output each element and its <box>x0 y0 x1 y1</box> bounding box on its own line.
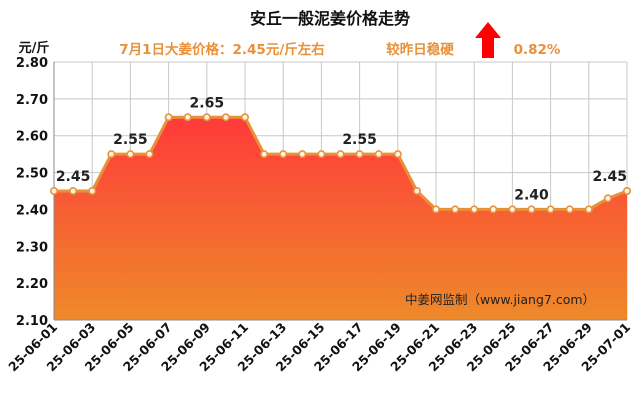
data-point <box>374 150 383 159</box>
data-label: 2.40 <box>514 187 549 203</box>
y-tick-label: 2.10 <box>16 314 48 329</box>
data-label: 2.55 <box>113 132 148 148</box>
y-tick-label: 2.80 <box>16 56 48 71</box>
data-point <box>412 187 421 196</box>
data-point <box>241 113 250 122</box>
data-point <box>126 150 135 159</box>
data-point <box>69 187 78 196</box>
chart-title: 安丘一般泥姜价格走势 <box>250 9 410 28</box>
data-point <box>622 187 631 196</box>
watermark: 中姜网监制（www.jiang7.com） <box>405 292 595 307</box>
data-point <box>470 205 479 214</box>
data-label: 2.45 <box>56 169 91 185</box>
y-axis-unit: 元/斤 <box>19 40 50 56</box>
price-area <box>54 117 627 321</box>
data-point <box>221 113 230 122</box>
data-point <box>164 113 173 122</box>
y-tick-label: 2.20 <box>16 277 48 292</box>
data-point <box>183 113 192 122</box>
chart-subtitle: 7月1日大姜价格：2.45元/斤左右 <box>119 41 325 58</box>
data-point <box>584 205 593 214</box>
data-point <box>336 150 345 159</box>
data-point <box>260 150 269 159</box>
y-tick-label: 2.30 <box>16 240 48 255</box>
data-point <box>355 150 364 159</box>
data-point <box>393 150 402 159</box>
data-point <box>451 205 460 214</box>
data-point <box>49 187 58 196</box>
data-point <box>431 205 440 214</box>
data-point <box>527 205 536 214</box>
data-point <box>202 113 211 122</box>
data-point <box>489 205 498 214</box>
data-point <box>317 150 326 159</box>
data-point <box>145 150 154 159</box>
data-point <box>88 187 97 196</box>
data-point <box>107 150 116 159</box>
up-arrow-icon <box>475 22 501 58</box>
data-point <box>546 205 555 214</box>
change-value: 0.82% <box>514 42 561 58</box>
change-text: 较昨日稳硬 <box>386 41 454 58</box>
y-tick-label: 2.40 <box>16 203 48 218</box>
data-label: 2.55 <box>342 132 377 148</box>
y-tick-label: 2.60 <box>16 130 48 145</box>
data-point <box>508 205 517 214</box>
data-label: 2.45 <box>592 169 627 185</box>
data-point <box>298 150 307 159</box>
data-point <box>603 194 612 203</box>
y-tick-label: 2.70 <box>16 93 48 108</box>
data-point <box>279 150 288 159</box>
data-point <box>565 205 574 214</box>
data-label: 2.65 <box>190 95 225 111</box>
y-tick-label: 2.50 <box>16 167 48 182</box>
